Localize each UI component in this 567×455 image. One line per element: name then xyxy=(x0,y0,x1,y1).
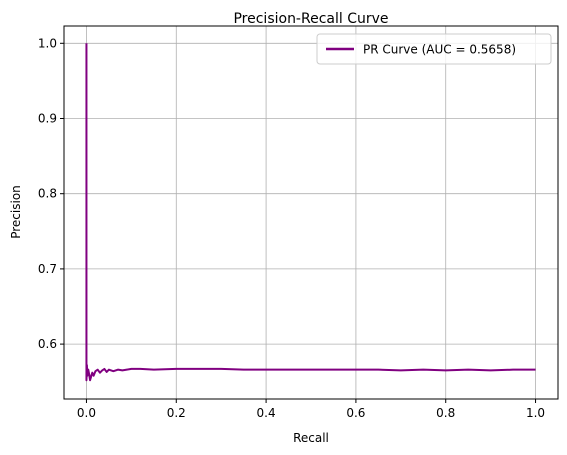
y-tick-label: 0.7 xyxy=(38,262,57,276)
y-tick-label: 0.9 xyxy=(38,111,57,125)
y-axis: 0.6 0.7 0.8 0.9 1.0 xyxy=(38,36,64,351)
x-axis-label: Recall xyxy=(293,431,329,445)
series-layer xyxy=(85,43,536,382)
y-tick-label: 1.0 xyxy=(38,36,57,50)
chart-title: Precision-Recall Curve xyxy=(233,11,388,27)
y-tick-label: 0.6 xyxy=(38,337,57,351)
plot-frame xyxy=(63,25,559,400)
legend-label: PR Curve (AUC = 0.5658) xyxy=(363,43,516,57)
x-tick-label: 0.0 xyxy=(77,406,96,420)
x-tick-label: 0.8 xyxy=(436,406,455,420)
legend: PR Curve (AUC = 0.5658) xyxy=(316,33,552,65)
x-axis: 0.0 0.2 0.4 0.6 0.8 1.0 xyxy=(77,399,545,420)
y-axis-label: Precision xyxy=(9,185,23,239)
grid xyxy=(64,26,558,399)
y-tick-label: 0.8 xyxy=(38,187,57,201)
x-tick-label: 0.6 xyxy=(346,406,365,420)
legend-box xyxy=(316,33,552,65)
series-line xyxy=(85,43,536,382)
x-tick-label: 1.0 xyxy=(526,406,545,420)
x-tick-label: 0.4 xyxy=(257,406,276,420)
x-tick-label: 0.2 xyxy=(167,406,186,420)
